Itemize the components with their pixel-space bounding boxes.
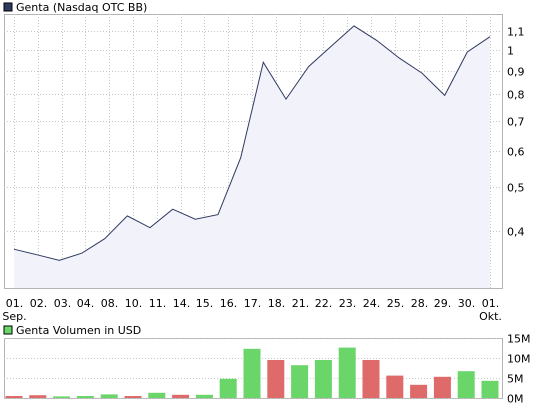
price-x-tick-label: 16. bbox=[220, 297, 238, 310]
price-y-tick-label: 0,8 bbox=[507, 89, 525, 102]
volume-bar bbox=[410, 384, 428, 398]
price-x-tick-label: 11. bbox=[149, 297, 167, 310]
price-x-tick-label: 01. bbox=[482, 297, 500, 310]
price-x-tick-label: 21. bbox=[292, 297, 310, 310]
volume-y-tick-label: 0M bbox=[507, 393, 524, 406]
volume-bars bbox=[5, 347, 499, 398]
price-x-tick-label: 25. bbox=[387, 297, 405, 310]
price-x-tick-label: 18. bbox=[268, 297, 286, 310]
price-x-tick-sublabel: Okt. bbox=[479, 310, 502, 323]
volume-bar bbox=[457, 371, 475, 398]
price-y-tick-label: 1,1 bbox=[507, 26, 525, 39]
price-y-tick-label: 0,7 bbox=[507, 116, 525, 129]
price-y-tick-label: 0,6 bbox=[507, 146, 525, 159]
price-chart-title: Genta (Nasdaq OTC BB) bbox=[16, 1, 147, 14]
price-x-axis: 01.Sep.02. 03. 04. 08. 10. 11. 14. 15. 16. 17. 18.… bbox=[2, 297, 502, 323]
price-x-tick-label: 03. bbox=[54, 297, 72, 310]
price-y-tick-label: 0,5 bbox=[507, 182, 525, 195]
price-y-tick-label: 1 bbox=[507, 45, 514, 58]
price-y-tick-label: 0,9 bbox=[507, 66, 525, 79]
price-x-tick-label: 04. bbox=[77, 297, 95, 310]
price-x-tick-label: 23. bbox=[339, 297, 357, 310]
price-x-tick-label: 30. bbox=[458, 297, 476, 310]
volume-bar bbox=[481, 380, 499, 398]
price-y-tick-label: 0,4 bbox=[507, 226, 525, 239]
volume-bar bbox=[219, 378, 237, 398]
price-x-tick-label: 01. bbox=[6, 297, 24, 310]
price-area bbox=[14, 25, 490, 289]
price-x-tick-label: 10. bbox=[125, 297, 143, 310]
price-x-tick-label: 08. bbox=[101, 297, 119, 310]
volume-bar bbox=[362, 360, 380, 398]
price-x-tick-label: 17. bbox=[244, 297, 262, 310]
volume-bar bbox=[195, 394, 213, 398]
volume-y-tick-label: 15M bbox=[507, 333, 531, 346]
volume-y-tick-label: 10M bbox=[507, 353, 531, 366]
price-y-axis: 1,1 1 0,9 0,8 0,7 0,6 0,5 0,4 bbox=[507, 26, 525, 239]
price-legend-swatch bbox=[3, 2, 13, 12]
volume-bar bbox=[5, 396, 23, 398]
volume-bar bbox=[100, 394, 118, 398]
volume-bar bbox=[76, 396, 94, 398]
price-x-tick-label: 22. bbox=[315, 297, 333, 310]
volume-legend-swatch bbox=[3, 325, 13, 335]
volume-bar bbox=[172, 394, 190, 398]
price-line bbox=[13, 25, 491, 261]
volume-bar bbox=[53, 396, 71, 398]
volume-bar bbox=[29, 395, 47, 398]
price-x-tick-sublabel: Sep. bbox=[2, 310, 26, 323]
price-x-tick-label: 28. bbox=[411, 297, 429, 310]
volume-bar bbox=[148, 392, 166, 398]
volume-y-axis: 15M 10M 5M 0M bbox=[507, 333, 531, 406]
volume-bar bbox=[124, 396, 142, 398]
volume-chart-title: Genta Volumen in USD bbox=[16, 324, 141, 337]
volume-bar bbox=[243, 348, 261, 398]
price-x-tick-label: 14. bbox=[173, 297, 191, 310]
volume-bar bbox=[314, 360, 332, 398]
price-x-tick-label: 02. bbox=[30, 297, 48, 310]
volume-bar bbox=[386, 375, 404, 398]
price-x-tick-label: 15. bbox=[196, 297, 214, 310]
volume-bar bbox=[433, 376, 451, 398]
volume-bar bbox=[267, 360, 285, 398]
volume-y-tick-label: 5M bbox=[507, 373, 524, 386]
price-x-tick-label: 29. bbox=[434, 297, 452, 310]
volume-bar bbox=[338, 347, 356, 398]
volume-bar bbox=[291, 365, 309, 398]
price-x-tick-label: 24. bbox=[363, 297, 381, 310]
